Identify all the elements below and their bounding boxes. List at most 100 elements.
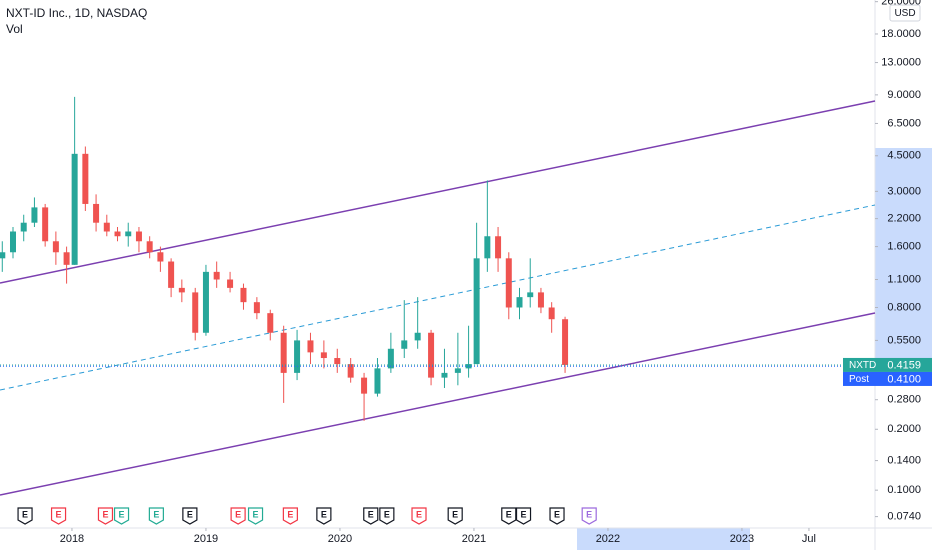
earnings-label: E	[287, 509, 293, 519]
y-tick-label: 0.1000	[887, 484, 921, 496]
currency: USD	[894, 8, 915, 19]
earnings-label: E	[321, 509, 327, 519]
candle-body	[9, 231, 16, 253]
earnings-marker	[282, 507, 298, 525]
earnings-marker	[581, 507, 597, 525]
candle-body	[484, 236, 491, 259]
y-tick-label: 1.6000	[887, 241, 921, 253]
candle-body	[537, 292, 544, 308]
x-tick-label: 2020	[328, 533, 352, 545]
earnings-label: E	[22, 509, 28, 519]
earnings-marker	[549, 507, 565, 525]
earnings-marker	[97, 507, 114, 525]
earnings-label: E	[452, 509, 458, 519]
earnings-marker	[50, 507, 67, 525]
earnings-marker	[447, 507, 463, 525]
x-tick-label: 2019	[194, 533, 218, 545]
earnings-marker	[379, 507, 395, 525]
y-tick-label: 2.2000	[887, 213, 921, 225]
candle-body	[125, 231, 132, 237]
earnings-label: E	[554, 509, 560, 519]
candle-body	[280, 332, 287, 373]
y-tick-label: 0.2000	[887, 423, 921, 435]
candle-body	[178, 287, 185, 293]
earnings-label: E	[384, 509, 390, 519]
earnings-label: E	[235, 509, 241, 519]
volume-legend: Vol	[6, 22, 23, 36]
candle-body	[374, 368, 381, 394]
earnings-marker	[411, 507, 427, 525]
earnings-label: E	[506, 509, 512, 519]
earnings-label: E	[586, 509, 592, 519]
candle-body	[20, 222, 27, 232]
earnings-label: E	[119, 509, 125, 519]
y-tick-label: 1.1000	[887, 273, 921, 285]
candle-body	[334, 358, 341, 365]
candle-body	[505, 258, 512, 308]
channel-lower	[0, 312, 876, 496]
x-tick-label: Jul	[802, 533, 816, 545]
candle-body	[454, 368, 461, 373]
y-tick-label: 0.2800	[887, 394, 921, 406]
candle-body	[527, 292, 534, 298]
candle-body	[495, 236, 502, 259]
earnings-label: E	[102, 509, 108, 519]
currency-box[interactable]	[889, 4, 921, 22]
candle-body	[202, 271, 209, 333]
earnings-label: E	[56, 509, 62, 519]
candle-body	[473, 258, 480, 365]
candle-body	[168, 261, 175, 288]
earnings-label: E	[253, 509, 259, 519]
candle-body	[82, 153, 89, 204]
y-tick-label: 0.1400	[887, 455, 921, 467]
candle-body	[31, 207, 38, 223]
candle-body	[71, 153, 78, 265]
earnings-label: E	[187, 509, 193, 519]
candle-body	[428, 332, 435, 378]
candle-body	[63, 252, 70, 265]
earnings-label: E	[153, 509, 159, 519]
candle-body	[562, 319, 569, 365]
earnings-marker	[501, 507, 517, 525]
y-tick-label: 18.0000	[881, 28, 921, 40]
y-tick-label: 13.0000	[881, 56, 921, 68]
earnings-marker	[363, 507, 379, 525]
y-tick-label: 26.0000	[881, 0, 921, 8]
candle-body	[227, 279, 234, 288]
candle-body	[267, 313, 274, 333]
x-tick-label: 2023	[730, 533, 754, 545]
candle-body	[441, 372, 448, 378]
y-tick-label: 4.5000	[887, 150, 921, 162]
earnings-marker	[247, 507, 264, 525]
candle-body	[146, 241, 153, 253]
axis-highlight	[875, 148, 932, 362]
candle-body	[213, 271, 220, 280]
price-tag	[843, 371, 932, 386]
y-tick-label: 0.8000	[887, 301, 921, 313]
price-tag	[843, 357, 932, 372]
candle-body	[387, 348, 394, 369]
candle-body	[93, 203, 100, 223]
candle-body	[240, 287, 247, 303]
candle-body	[516, 297, 523, 308]
x-tick-label: 2021	[462, 533, 486, 545]
candle-body	[548, 307, 555, 320]
earnings-marker	[113, 507, 130, 525]
price-tag-name: Post	[849, 374, 869, 385]
chart-title: NXT-ID Inc., 1D, NASDAQ	[6, 6, 147, 20]
channel-upper	[0, 100, 876, 284]
earnings-label: E	[368, 509, 374, 519]
candle-body	[253, 302, 260, 314]
earnings-marker	[316, 507, 332, 525]
earnings-marker	[148, 507, 164, 525]
x-tick-label: 2018	[60, 533, 84, 545]
candle-body	[320, 352, 327, 359]
earnings-label: E	[521, 509, 527, 519]
y-tick-label: 0.5500	[887, 334, 921, 346]
price-tag-value: 0.4159	[887, 359, 921, 371]
axis-highlight	[577, 528, 750, 550]
candle-body	[294, 340, 301, 373]
candle-body	[0, 252, 6, 259]
candle-body	[307, 340, 314, 353]
